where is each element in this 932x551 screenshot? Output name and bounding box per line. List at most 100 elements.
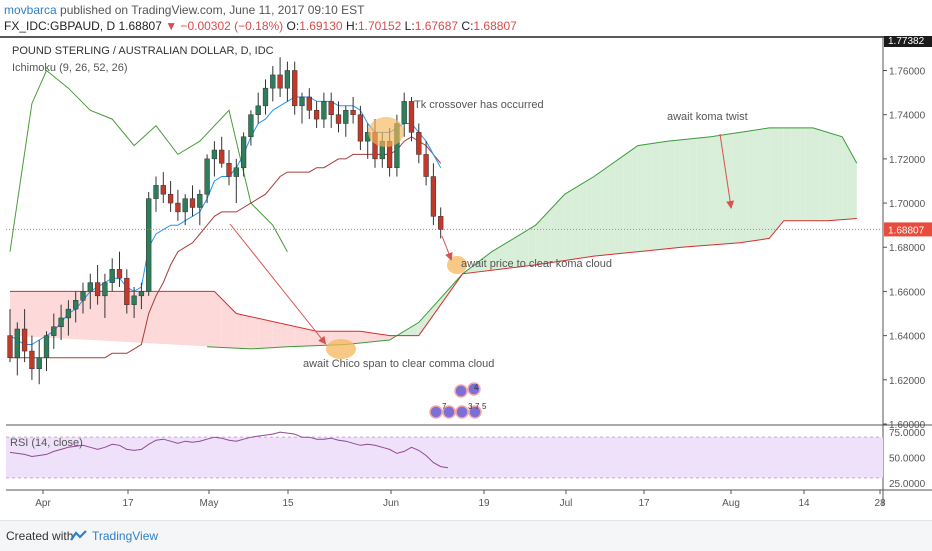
price-tick-label: 1.64000 <box>889 332 926 343</box>
bear-cloud-segment <box>243 315 251 349</box>
time-tick-label: May <box>200 498 219 509</box>
time-tick-label: Jul <box>560 498 573 509</box>
bullish-candle <box>58 317 64 328</box>
rsi-tick-label: 25.0000 <box>889 479 926 490</box>
bullish-candle <box>240 136 247 168</box>
bull-cloud-segment <box>484 251 492 272</box>
bear-cloud-segment <box>367 332 375 343</box>
time-tick-label: Apr <box>35 498 51 509</box>
bull-cloud-segment <box>732 132 740 244</box>
bullish-candle <box>262 87 269 107</box>
last-price-label: 1.68807 <box>888 225 925 236</box>
badge-count: 7 <box>442 402 447 411</box>
last-price-badge <box>884 222 932 237</box>
bull-cloud-segment <box>557 194 565 262</box>
bull-cloud-segment <box>827 132 835 221</box>
bullish-candle <box>65 308 72 319</box>
chikou-span-line <box>9 69 288 252</box>
badge-count: 4 <box>474 383 479 392</box>
bull-cloud-segment <box>688 138 697 247</box>
bullish-candle <box>43 335 50 358</box>
bearish-candle <box>313 110 320 120</box>
bullish-candle <box>131 295 137 305</box>
bear-cloud-segment <box>250 316 259 349</box>
koma-twist-arrow <box>719 133 735 209</box>
bear-cloud-segment <box>280 323 288 348</box>
bull-cloud-segment <box>608 161 616 255</box>
bear-cloud-segment <box>236 313 244 349</box>
author-link[interactable]: movbarca <box>4 3 57 17</box>
bullish-candle <box>87 282 93 292</box>
bearish-candle <box>357 114 364 142</box>
time-tick-label: Aug <box>722 498 740 509</box>
price-tick-label: 1.70000 <box>889 199 926 210</box>
bull-cloud-segment <box>572 185 580 260</box>
published-text: published on TradingView.com, June 11, 2… <box>60 3 365 17</box>
rsi-band <box>6 437 883 478</box>
bullish-candle <box>299 96 305 107</box>
koma-twist-annotation: await koma twist <box>667 111 748 123</box>
bullish-candle <box>211 149 218 160</box>
badge-count: 7 <box>475 402 480 411</box>
time-tick-label: Jun <box>383 498 399 509</box>
bull-cloud-segment <box>652 142 660 251</box>
bearish-candle <box>292 70 298 107</box>
bull-cloud-segment <box>630 145 638 253</box>
bullish-candle <box>146 198 152 292</box>
bearish-candle <box>277 74 283 89</box>
high-value: 1.70152 <box>357 19 402 33</box>
bull-cloud-segment <box>769 127 777 239</box>
bullish-candle <box>109 269 115 283</box>
bull-cloud-segment <box>791 127 799 221</box>
bullish-candle <box>51 326 57 336</box>
badge-count: 3 <box>468 402 473 411</box>
chart-area[interactable]: 1.76000 1.74000 1.72000 1.70000 1.68000 1.660… <box>0 36 932 520</box>
bull-cloud-segment <box>477 257 485 272</box>
bear-cloud-segment <box>309 329 317 346</box>
bullish-candle <box>182 198 188 213</box>
tenkan-sen-line <box>9 96 442 345</box>
bull-cloud-segment <box>586 176 594 258</box>
idea-badge-icon <box>455 405 469 419</box>
bull-cloud-segment <box>805 127 813 221</box>
bearish-candle <box>438 216 444 230</box>
bull-cloud-segment <box>469 262 478 273</box>
bear-cloud-segment <box>287 324 295 347</box>
bear-cloud-segment <box>353 331 361 344</box>
bullish-candle <box>321 101 327 120</box>
bullish-candle <box>401 101 407 124</box>
time-tick-label: 28 <box>874 498 886 509</box>
bull-cloud-segment <box>579 181 587 259</box>
bullish-candle <box>138 291 145 297</box>
bear-cloud-segment <box>360 331 368 343</box>
low-label: L: <box>404 19 415 33</box>
bearish-candle <box>116 269 123 279</box>
bull-cloud-segment <box>667 140 675 249</box>
price-tick-label: 1.60000 <box>889 420 926 431</box>
tradingview-brand-link[interactable]: TradingView <box>92 529 159 543</box>
bull-cloud-segment <box>718 134 726 245</box>
bullish-candle <box>343 110 349 124</box>
bear-cloud-segment <box>258 318 266 349</box>
bearish-candle <box>167 193 174 204</box>
bearish-candle <box>21 328 28 352</box>
open-label: O: <box>286 19 300 33</box>
bull-cloud-segment <box>404 326 412 336</box>
bull-cloud-segment <box>776 127 784 230</box>
bull-cloud-segment <box>528 225 536 266</box>
rsi-line <box>9 431 449 469</box>
bearish-candle <box>160 185 166 195</box>
bearish-candle <box>94 282 101 297</box>
idea-badge-icon <box>454 384 468 398</box>
bear-cloud-segment <box>229 306 237 349</box>
bull-cloud-segment <box>681 139 689 248</box>
bull-cloud-segment <box>521 229 529 267</box>
bull-cloud-segment <box>761 127 770 240</box>
bearish-candle <box>328 101 334 115</box>
bull-cloud-segment <box>491 247 500 271</box>
rsi-label: RSI (14, close) <box>10 437 83 449</box>
bull-cloud-segment <box>513 234 521 268</box>
senkou-span-b-line <box>10 218 857 337</box>
bull-cloud-segment <box>550 202 558 263</box>
bearish-candle <box>350 110 356 115</box>
